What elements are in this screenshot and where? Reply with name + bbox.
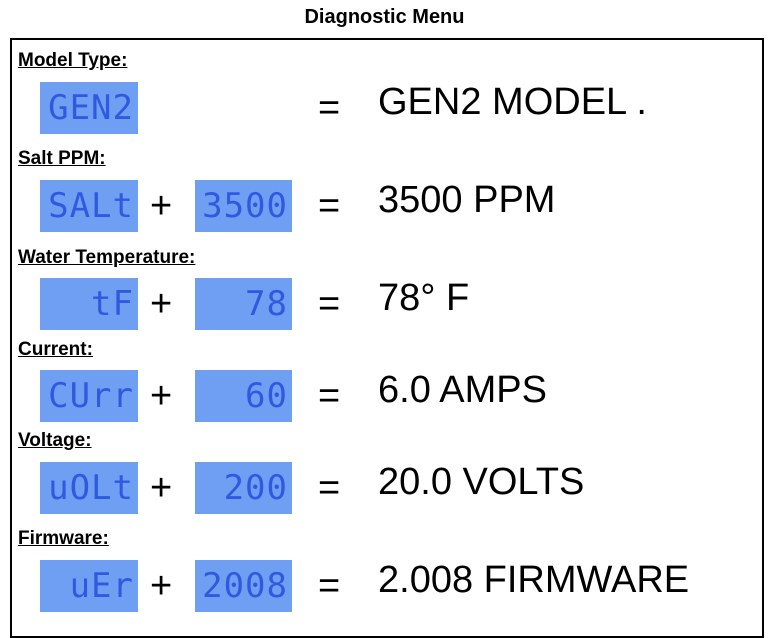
section-label: Water Temperature: [18,247,196,268]
result-text: 2.008 FIRMWARE [378,559,690,601]
code-display: uOLt [40,462,138,514]
result-text: 3500 PPM [378,179,556,221]
plus-sign: + [150,283,173,325]
section-label: Firmware: [18,528,109,549]
equals-sign: = [318,283,341,325]
equals-sign: = [318,185,341,227]
result-text: 6.0 AMPS [378,369,547,411]
value-display: 78 [195,278,292,330]
plus-sign: + [150,185,173,227]
plus-sign: + [150,565,173,607]
title: Diagnostic Menu [304,6,465,28]
value-display: 3500 [195,180,292,232]
result-text: 78° F [378,277,470,319]
value-display: 60 [195,370,292,422]
result-text: 20.0 VOLTS [378,461,585,503]
page: Diagnostic Menu Model Type: GEN2 = GEN2 MOD… [10,6,764,638]
code-display: GEN2 [40,82,138,134]
section-label: Model Type: [18,50,128,71]
code-display: uEr [40,560,138,612]
code-display: SALt [40,180,138,232]
result-text: GEN2 MODEL . [378,81,647,123]
section-label: Current: [18,339,93,360]
code-display: tF [40,278,138,330]
equals-sign: = [318,87,341,129]
plus-sign: + [150,375,173,417]
section-label: Voltage: [18,430,92,451]
code-display: CUrr [40,370,138,422]
value-display: 200 [195,462,292,514]
equals-sign: = [318,565,341,607]
value-display: 2008 [195,560,292,612]
equals-sign: = [318,467,341,509]
equals-sign: = [318,375,341,417]
section-label: Salt PPM: [18,148,106,169]
plus-sign: + [150,467,173,509]
